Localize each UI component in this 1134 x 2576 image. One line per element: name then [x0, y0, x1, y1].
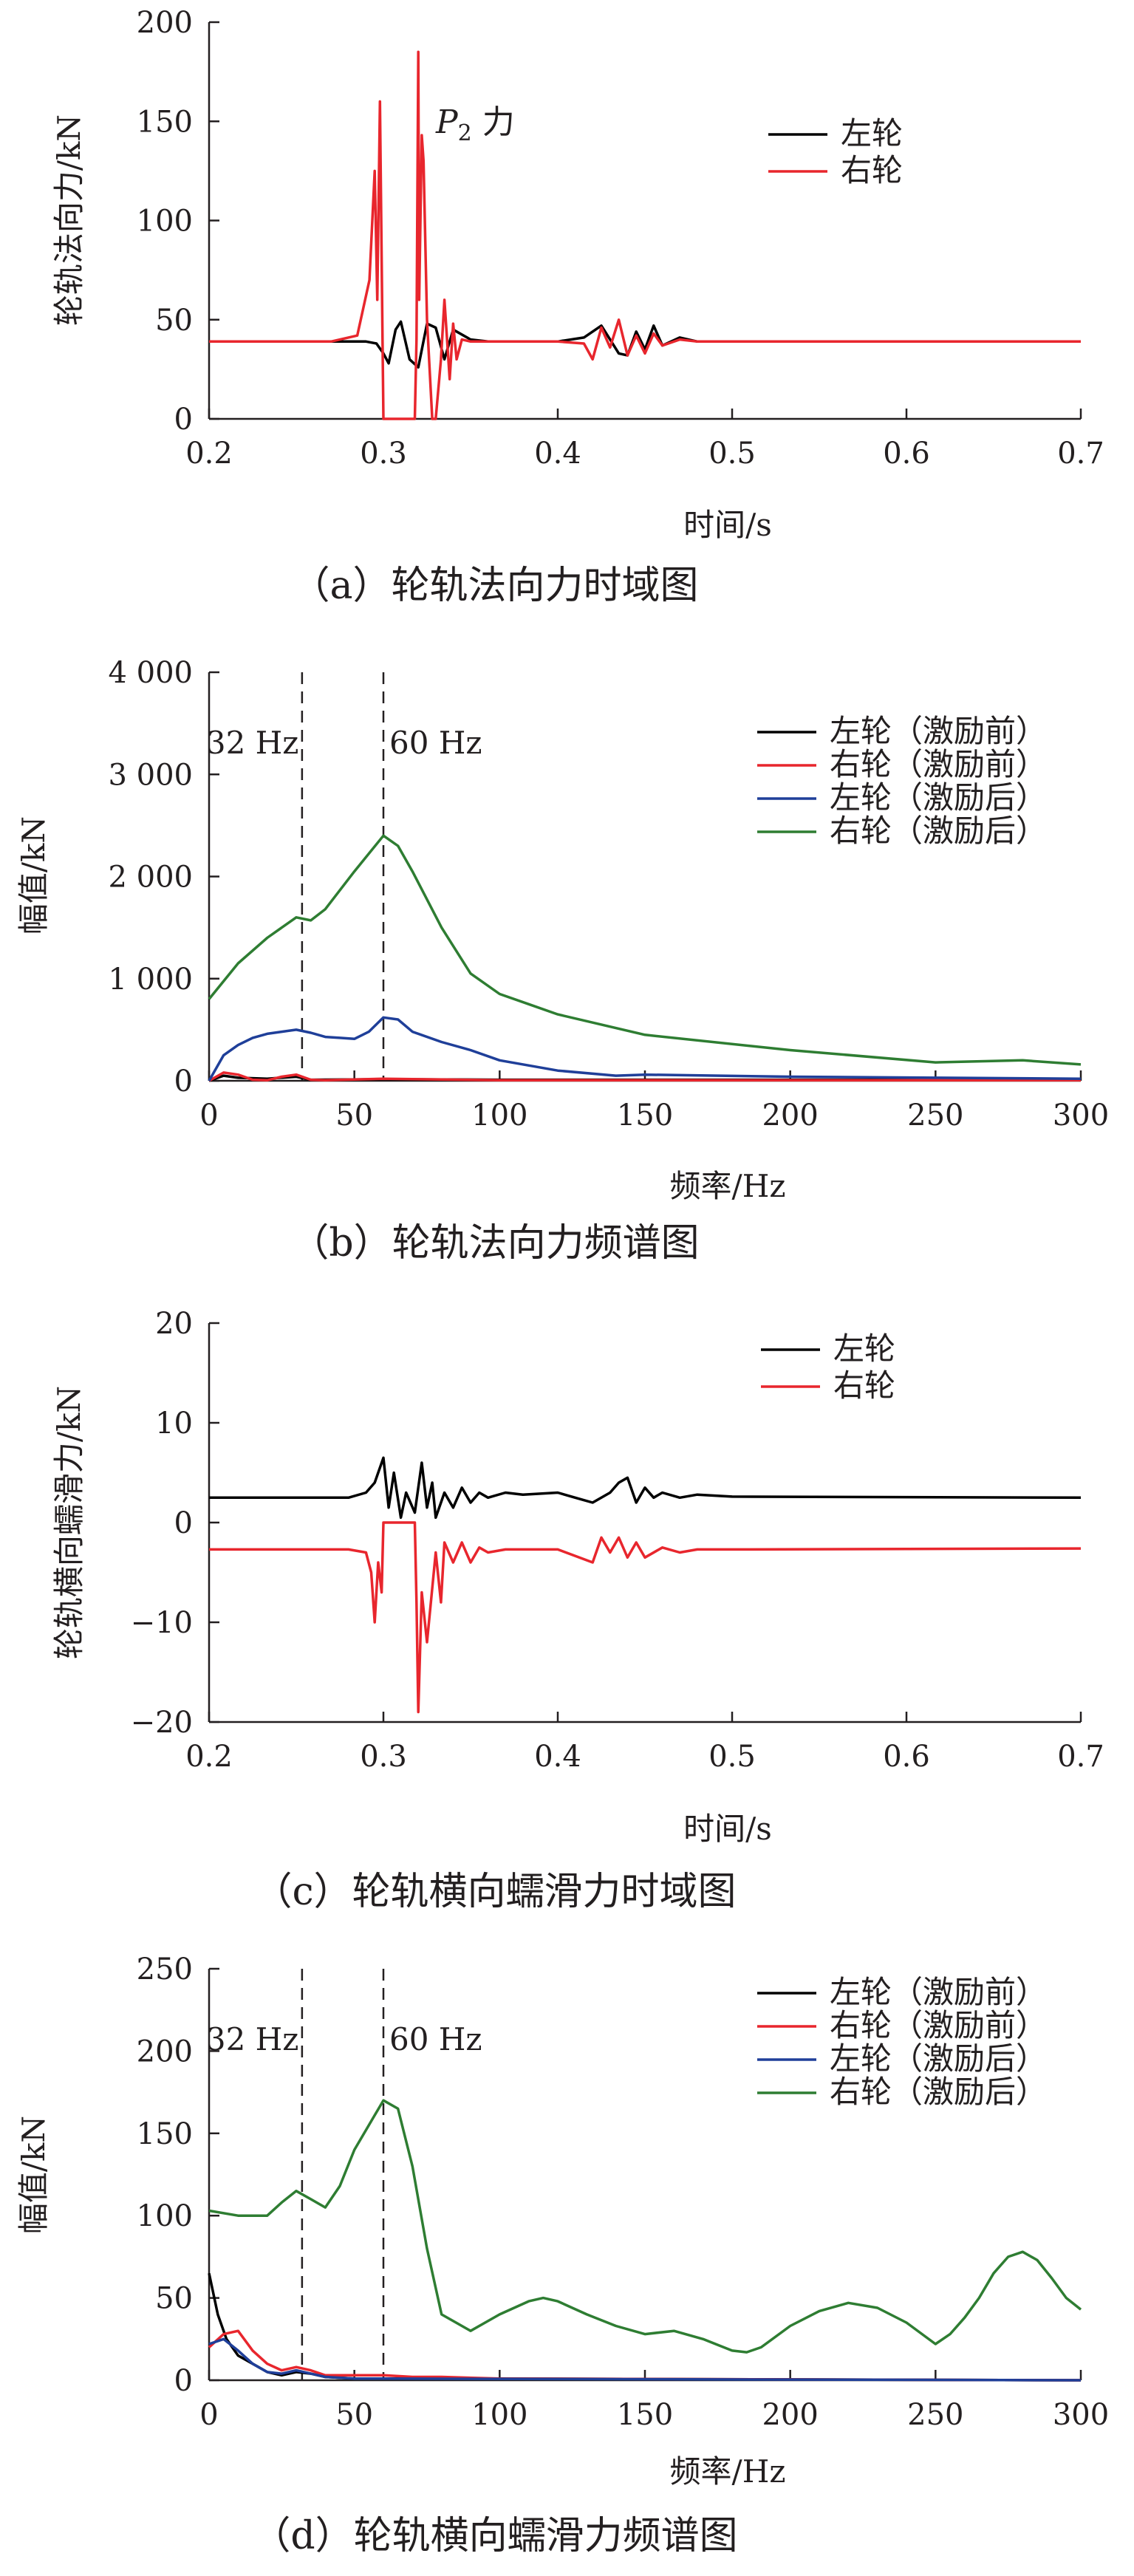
series-line-3	[208, 2099, 1082, 2354]
y-tick-label: 20	[155, 1307, 193, 1341]
y-tick-label: 150	[137, 2117, 193, 2151]
y-tick-label: 50	[155, 304, 193, 338]
x-axis-label: 频率/Hz	[670, 2453, 786, 2490]
y-tick-label: 2 000	[108, 861, 193, 895]
annotation-p2: P2 力	[435, 103, 515, 146]
legend-label: 左轮（激励后）	[830, 2040, 1047, 2077]
legend-label: 右轮（激励前）	[830, 2007, 1047, 2043]
x-tick-label: 250	[907, 1099, 963, 1132]
y-tick-label: −10	[131, 1606, 193, 1640]
y-tick-label: 250	[137, 1953, 193, 1986]
x-tick-label: 0.2	[185, 1740, 233, 1774]
y-axis-label: 轮轨横向蠕滑力/kN	[51, 1386, 87, 1659]
x-tick-label: 0.5	[708, 437, 756, 471]
y-tick-label: 50	[155, 2282, 193, 2316]
y-axis-label: 幅值/kN	[16, 816, 52, 935]
x-tick-label: 100	[471, 1099, 527, 1132]
x-tick-label: 300	[1053, 1099, 1109, 1132]
series-line-3	[208, 834, 1082, 1066]
reference-label: 32 Hz	[206, 2021, 299, 2057]
annotation-subscript: 2	[458, 120, 472, 146]
x-tick-label: 0.7	[1057, 437, 1104, 471]
x-tick-label: 100	[471, 2398, 527, 2432]
y-tick-label: 1 000	[108, 963, 193, 997]
x-axis-label: 时间/s	[683, 1811, 772, 1847]
series-line-0	[209, 1456, 1082, 1520]
x-tick-label: 0.7	[1057, 1740, 1104, 1774]
legend-label: 左轮	[833, 1330, 895, 1367]
legend-label: 右轮（激励前）	[830, 746, 1047, 782]
x-axis-label: 频率/Hz	[670, 1168, 786, 1204]
reference-label: 60 Hz	[389, 725, 482, 761]
y-tick-label: 200	[137, 2035, 193, 2068]
series-line-1	[208, 2329, 1082, 2382]
y-tick-label: 150	[137, 105, 193, 139]
x-tick-label: 300	[1053, 2398, 1109, 2432]
x-tick-label: 150	[617, 2398, 673, 2432]
x-tick-label: 0	[199, 2398, 218, 2432]
series-line-0	[208, 2272, 1082, 2382]
y-tick-label: 0	[174, 2364, 193, 2398]
series-line-2	[208, 1016, 1082, 1082]
legend: 左轮（激励前）右轮（激励前）左轮（激励后）右轮（激励后）	[757, 1974, 1047, 2110]
y-tick-label: 3 000	[108, 758, 193, 792]
annotation-symbol: P	[435, 103, 459, 141]
chart-caption: （c）轮轨横向蠕滑力时域图	[253, 1870, 736, 1914]
annotation-suffix: 力	[472, 103, 515, 141]
x-tick-label: 0.2	[185, 437, 233, 471]
y-tick-label: 4 000	[108, 656, 193, 690]
x-axis-label: 时间/s	[683, 507, 772, 543]
x-tick-label: 0.6	[883, 437, 930, 471]
chart-panel-c: 0.2 0.3 0.4 0.5 0.6 0.7 −20 −10 0 10 20 时间/s 轮轨横向蠕滑力…	[51, 1307, 1104, 1914]
x-tick-label: 50	[335, 1099, 373, 1132]
x-tick-label: 0.5	[708, 1740, 756, 1774]
y-tick-label: 0	[174, 403, 193, 437]
series-line-1	[209, 50, 1081, 420]
reference-label: 60 Hz	[389, 2021, 482, 2057]
series-line-1	[208, 1071, 1081, 1082]
legend-label: 右轮	[841, 152, 903, 188]
x-tick-label: 0.4	[534, 1740, 581, 1774]
y-tick-label: 100	[137, 205, 193, 239]
chart-caption: （d）轮轨横向蠕滑力频谱图	[252, 2514, 737, 2558]
y-tick-label: 100	[137, 2199, 193, 2233]
y-tick-label: 200	[137, 6, 193, 40]
legend-label: 右轮（激励后）	[830, 2074, 1047, 2110]
series-line-0	[209, 320, 1081, 369]
y-tick-label: 0	[174, 1065, 193, 1099]
chart-caption: （a）轮轨法向力时域图	[291, 564, 698, 608]
x-tick-label: 200	[762, 2398, 818, 2432]
x-tick-label: 0.6	[883, 1740, 930, 1774]
x-tick-label: 0	[199, 1099, 218, 1132]
x-tick-label: 50	[335, 2398, 373, 2432]
y-tick-label: −20	[131, 1706, 193, 1740]
chart-panel-d: 0 50 100 150 200 250 300 0 50 100 150 200 250 频率/Hz 幅值…	[16, 1953, 1109, 2558]
series-line-1	[209, 1521, 1082, 1714]
y-axis-label: 幅值/kN	[16, 2116, 52, 2234]
legend: 左轮（激励前）右轮（激励前）左轮（激励后）右轮（激励后）	[757, 713, 1047, 849]
x-tick-label: 150	[617, 1099, 673, 1132]
x-tick-label: 250	[907, 2398, 963, 2432]
x-tick-label: 0.3	[360, 437, 407, 471]
legend-label: 左轮（激励后）	[830, 779, 1047, 816]
chart-panel-a: 0.2 0.3 0.4 0.5 0.6 0.7 0 50 100 150 200 时间/s 轮轨法向力/…	[51, 6, 1104, 608]
x-tick-label: 200	[762, 1099, 818, 1132]
x-tick-label: 0.4	[534, 437, 581, 471]
reference-label: 32 Hz	[206, 725, 299, 761]
legend-label: 右轮（激励后）	[830, 813, 1047, 849]
x-tick-label: 0.3	[360, 1740, 407, 1774]
chart-caption: （b）轮轨法向力频谱图	[290, 1221, 699, 1265]
y-tick-label: 0	[174, 1506, 193, 1540]
legend-label: 左轮（激励前）	[830, 1974, 1047, 2010]
legend-label: 左轮	[841, 115, 903, 151]
y-tick-label: 10	[155, 1407, 193, 1441]
legend-label: 右轮	[833, 1367, 895, 1404]
series-line-2	[208, 2337, 1082, 2382]
chart-panel-b: 0 50 100 150 200 250 300 0 1 000 2 000 3 000 4 000 频…	[16, 656, 1109, 1265]
legend-label: 左轮（激励前）	[830, 713, 1047, 749]
y-axis-label: 轮轨法向力/kN	[51, 115, 87, 326]
